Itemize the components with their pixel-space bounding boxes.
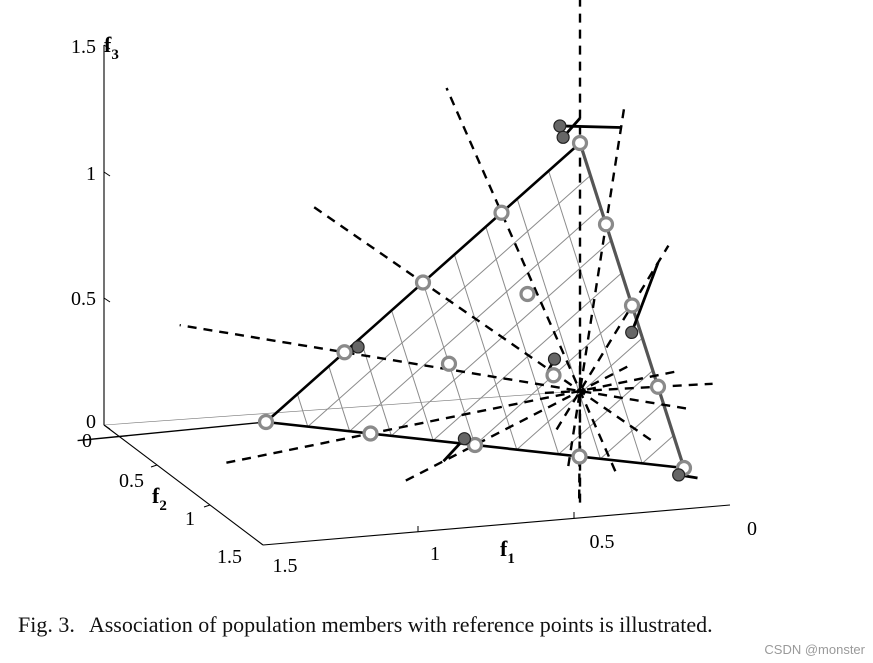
f2-tick-1 bbox=[203, 504, 211, 508]
figure-3d-plot: 1.5 1 0.5 0 0 0.5 1 1.5 1.5 1 0.5 0 f3 f… bbox=[71, 0, 757, 577]
f3-tick-05 bbox=[103, 297, 111, 303]
f3-tick-label-0: 0 bbox=[86, 411, 96, 433]
reference-point bbox=[257, 413, 275, 431]
watermark: CSDN @monster bbox=[764, 642, 865, 657]
reference-point bbox=[649, 378, 667, 395]
population-member bbox=[547, 352, 562, 366]
axis-labels: f3 f2 f1 bbox=[104, 32, 515, 567]
reference-line bbox=[555, 245, 670, 431]
reference-point bbox=[466, 436, 484, 454]
reference-point bbox=[493, 204, 510, 221]
f2-tick-label-05: 0.5 bbox=[119, 470, 144, 492]
figure-caption: Fig. 3. Association of population members… bbox=[18, 612, 713, 638]
f3-tick-label-1: 1 bbox=[86, 163, 96, 185]
reference-line bbox=[179, 323, 687, 410]
f3-tick-15 bbox=[103, 44, 111, 50]
reference-point bbox=[571, 448, 588, 465]
f3-tick-label-05: 0.5 bbox=[71, 288, 96, 310]
f1-tick-label-1: 1 bbox=[430, 543, 440, 565]
f1-axis-label: f1 bbox=[500, 536, 515, 567]
f1-tick-label-15: 1.5 bbox=[273, 555, 298, 577]
reference-point bbox=[597, 216, 615, 233]
population-member bbox=[672, 468, 686, 482]
reference-point bbox=[571, 134, 589, 152]
tick-marks bbox=[103, 44, 575, 532]
f1-tick-label-05: 0.5 bbox=[590, 531, 615, 553]
f3-axis-label: f3 bbox=[104, 32, 119, 63]
grid-line bbox=[296, 393, 309, 427]
grid-line bbox=[359, 338, 392, 436]
reference-point bbox=[519, 285, 536, 303]
reference-line bbox=[544, 382, 713, 395]
reference-point bbox=[362, 425, 379, 442]
reference-line bbox=[445, 87, 617, 472]
reference-point bbox=[440, 355, 458, 372]
f2-axis-line bbox=[103, 424, 264, 546]
f3-tick-0 bbox=[103, 424, 111, 430]
reference-line bbox=[400, 365, 628, 484]
f2-tick-label-15: 1.5 bbox=[217, 546, 242, 568]
grid-line bbox=[600, 402, 664, 460]
hyperplane-grid bbox=[296, 170, 674, 464]
population-members bbox=[351, 119, 686, 482]
reference-point bbox=[414, 274, 432, 291]
population-member bbox=[553, 119, 567, 133]
f1-edge-extension bbox=[77, 421, 267, 442]
grid-line bbox=[328, 366, 351, 432]
f3-tick-1 bbox=[103, 171, 111, 177]
grid-line bbox=[558, 370, 654, 455]
reference-point bbox=[545, 367, 562, 384]
f2-tick-label-1: 1 bbox=[185, 508, 195, 530]
grid-line bbox=[453, 254, 518, 450]
grid-line bbox=[548, 170, 643, 464]
tick-labels: 1.5 1 0.5 0 0 0.5 1 1.5 1.5 1 0.5 0 bbox=[71, 36, 757, 577]
population-member bbox=[351, 340, 365, 354]
reference-line bbox=[567, 107, 626, 467]
population-member bbox=[556, 130, 570, 144]
grid-line bbox=[391, 240, 612, 437]
grid-line bbox=[485, 226, 560, 455]
grid-line bbox=[391, 310, 434, 441]
f2-tick-label-0: 0 bbox=[82, 430, 92, 452]
reference-line bbox=[223, 370, 675, 465]
f3-tick-label-15: 1.5 bbox=[71, 36, 96, 58]
reference-line bbox=[312, 205, 652, 441]
population-member bbox=[457, 432, 471, 446]
f2-tick-05 bbox=[150, 464, 158, 468]
reference-lines bbox=[179, 0, 713, 503]
reference-points bbox=[257, 134, 693, 477]
caption-fig-label: Fig. 3. bbox=[18, 612, 75, 637]
reference-point bbox=[336, 344, 353, 361]
axis-frame bbox=[103, 45, 731, 546]
grid-line bbox=[641, 435, 674, 464]
f1-axis-line bbox=[262, 504, 731, 546]
association-line bbox=[630, 262, 660, 333]
f1-tick-label-0: 0 bbox=[747, 518, 757, 540]
association-line bbox=[559, 124, 622, 129]
reference-point bbox=[623, 297, 641, 314]
population-member bbox=[625, 325, 639, 339]
caption-text: Association of population members with r… bbox=[88, 612, 713, 637]
f2-axis-label: f2 bbox=[152, 483, 167, 514]
